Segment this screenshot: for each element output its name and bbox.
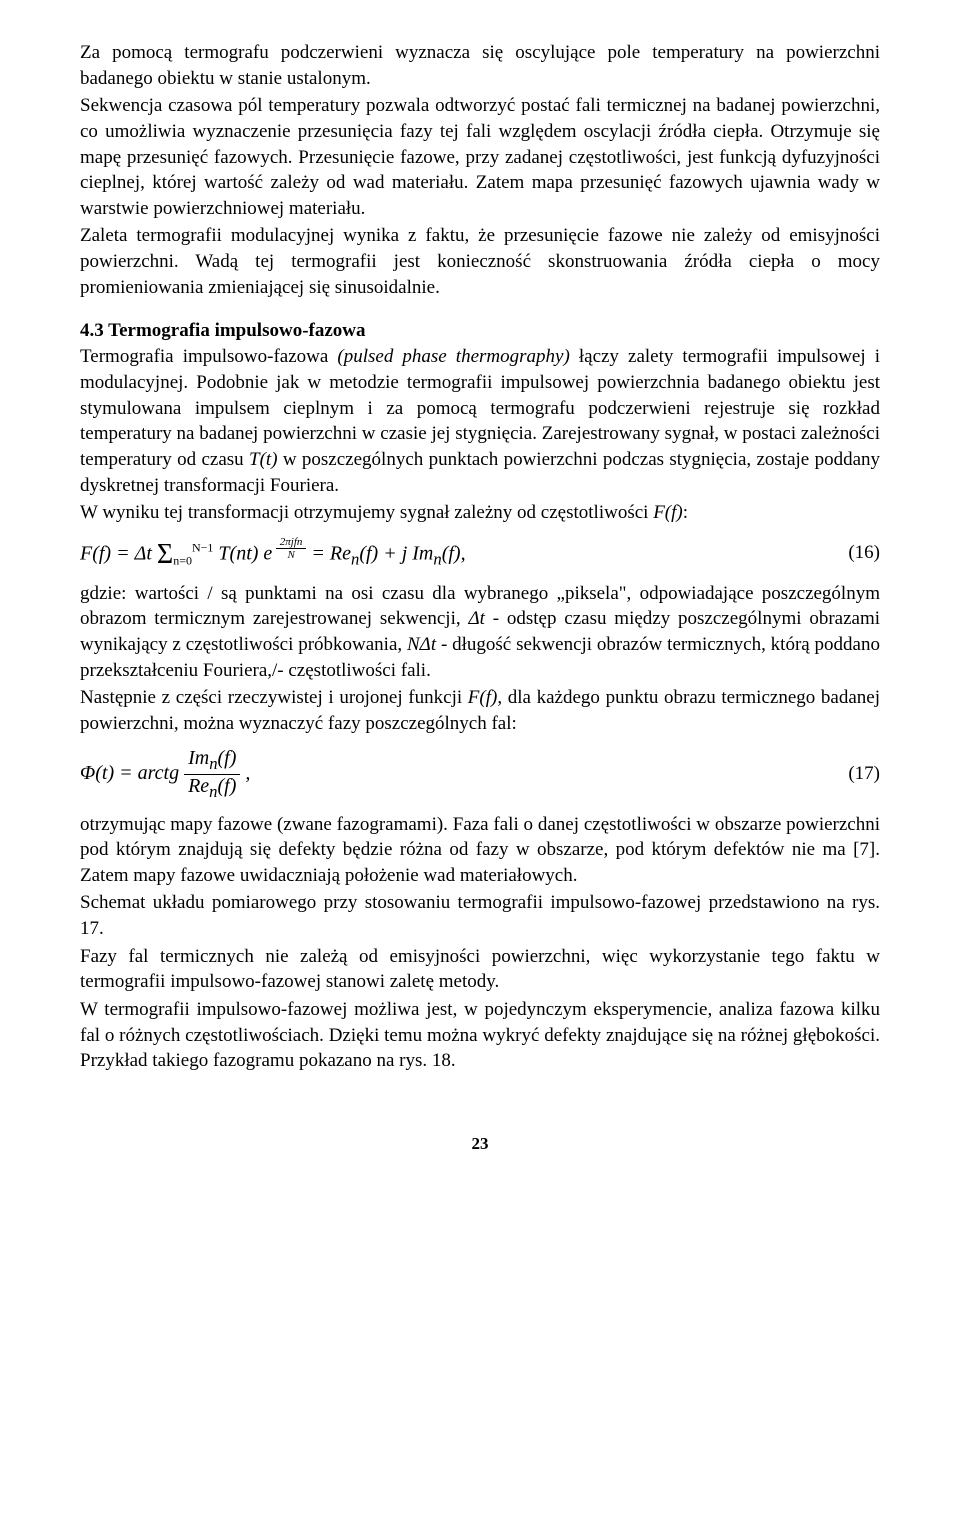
paragraph-7: Następnie z części rzeczywistej i urojon…	[80, 685, 880, 736]
equation-17-number: (17)	[848, 763, 880, 785]
text-span: Termografia impulsowo-fazowa	[80, 346, 337, 367]
text-span: W wyniku tej transformacji otrzymujemy s…	[80, 502, 653, 523]
text-span: :	[683, 502, 688, 523]
math-inline-Ndt: NΔt	[407, 634, 436, 655]
equation-17-row: Φ(t) = arctg Imn(f)Ren(f) , (17)	[80, 747, 880, 802]
math-inline-dt: Δt	[468, 608, 484, 629]
equation-16-number: (16)	[848, 542, 880, 564]
equation-16: F(f) = Δt Σn=0N−1 T(nt) e 2πjfnN = Ren(f…	[80, 536, 466, 571]
paragraph-4: Termografia impulsowo-fazowa (pulsed pha…	[80, 344, 880, 498]
paragraph-3: Zaleta termografii modulacyjnej wynika z…	[80, 223, 880, 300]
paragraph-11: W termografii impulsowo-fazowej możliwa …	[80, 997, 880, 1074]
equation-17: Φ(t) = arctg Imn(f)Ren(f) ,	[80, 747, 250, 802]
math-inline-Tt: T(t)	[249, 449, 278, 470]
document-page: Za pomocą termografu podczerwieni wyznac…	[0, 0, 960, 1194]
paragraph-9: Schemat układu pomiarowego przy stosowan…	[80, 890, 880, 941]
equation-16-row: F(f) = Δt Σn=0N−1 T(nt) e 2πjfnN = Ren(f…	[80, 536, 880, 571]
paragraph-2: Sekwencja czasowa pól temperatury pozwal…	[80, 93, 880, 221]
italic-term: (pulsed phase thermography)	[337, 346, 569, 367]
text-span: Następnie z części rzeczywistej i urojon…	[80, 687, 468, 708]
paragraph-10: Fazy fal termicznych nie zależą od emisy…	[80, 944, 880, 995]
page-number: 23	[80, 1134, 880, 1154]
paragraph-8: otrzymując mapy fazowe (zwane fazogramam…	[80, 812, 880, 889]
math-inline-Ff2: F(f)	[468, 687, 498, 708]
paragraph-1: Za pomocą termografu podczerwieni wyznac…	[80, 40, 880, 91]
math-inline-Ff: F(f)	[653, 502, 683, 523]
paragraph-5: W wyniku tej transformacji otrzymujemy s…	[80, 500, 880, 526]
section-heading-4-3: 4.3 Termografia impulsowo-fazowa	[80, 320, 880, 342]
paragraph-6: gdzie: wartości / są punktami na osi cza…	[80, 581, 880, 684]
